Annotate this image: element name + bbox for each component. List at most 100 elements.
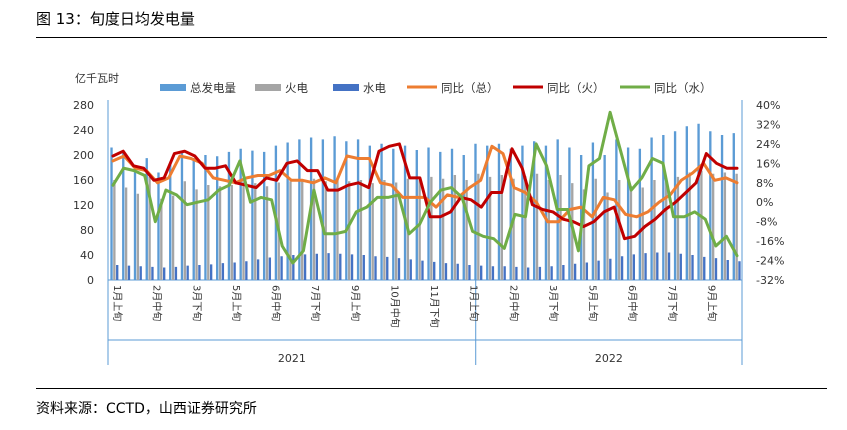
bar-total	[321, 139, 325, 281]
bar-total	[216, 156, 219, 280]
bar-thermal	[711, 173, 715, 280]
x-category-label: 2月中旬	[507, 285, 520, 321]
title-rule	[36, 37, 827, 38]
x-category-label: 5月上旬	[587, 285, 600, 321]
bar-thermal	[171, 195, 175, 281]
bar-total	[380, 143, 383, 280]
y-tick-label: 80	[80, 224, 94, 237]
bar-hydro	[280, 256, 283, 280]
legend-swatch	[255, 84, 281, 91]
bar-thermal	[418, 180, 421, 280]
bar-thermal	[700, 170, 703, 281]
bar-hydro	[209, 264, 213, 281]
bar-hydro	[691, 255, 694, 280]
bar-thermal	[113, 180, 116, 280]
bar-hydro	[397, 258, 401, 281]
bar-hydro	[703, 256, 706, 281]
bar-thermal	[336, 180, 339, 280]
bar-hydro	[597, 260, 600, 281]
bar-total	[697, 123, 700, 280]
bar-total	[345, 141, 348, 280]
bar-thermal	[559, 175, 562, 280]
legend-label: 火电	[285, 81, 308, 95]
x-category-label: 9月上旬	[349, 285, 362, 321]
y2-tick-label: 0%	[756, 196, 773, 209]
bar-hydro	[726, 260, 729, 280]
bar-total	[133, 168, 137, 280]
bar-total	[709, 131, 712, 280]
bar-total	[415, 150, 418, 280]
bar-hydro	[480, 265, 483, 281]
bar-thermal	[488, 176, 492, 281]
bar-thermal	[160, 198, 163, 280]
bar-thermal	[242, 181, 245, 280]
bar-thermal	[301, 180, 304, 280]
bar-total	[603, 155, 606, 280]
bar-thermal	[183, 181, 186, 280]
line-yoy-hydro	[111, 110, 739, 265]
bar-thermal	[618, 180, 621, 280]
bar-thermal	[312, 178, 316, 280]
legend-swatch	[333, 84, 359, 91]
bar-total	[486, 145, 489, 281]
bar-thermal	[723, 172, 727, 280]
bar-thermal	[606, 192, 609, 280]
bar-total	[673, 131, 677, 280]
bar-total	[110, 147, 113, 280]
bar-hydro	[139, 266, 142, 280]
y-tick-label: 160	[73, 174, 94, 187]
bar-thermal	[653, 180, 656, 280]
x-category-label: 9月上旬	[705, 285, 718, 321]
bar-thermal	[254, 183, 257, 281]
bar-total	[533, 141, 536, 280]
bar-total	[368, 145, 371, 281]
bar-hydro	[538, 266, 542, 281]
line-series-group	[111, 110, 739, 265]
bar-thermal	[547, 180, 550, 280]
bar-thermal	[582, 189, 586, 281]
bar-thermal	[535, 173, 539, 280]
bar-thermal	[136, 193, 140, 280]
bar-hydro	[350, 254, 354, 281]
bar-hydro	[127, 265, 131, 281]
y-tick-label: 40	[80, 249, 94, 262]
bar-hydro	[116, 265, 119, 280]
bar-total	[662, 135, 665, 280]
bar-hydro	[526, 267, 530, 280]
bar-hydro	[714, 258, 718, 281]
bar-thermal	[453, 175, 457, 280]
y-tick-label: 280	[73, 99, 94, 112]
bar-thermal	[265, 186, 269, 280]
bar-hydro	[444, 263, 448, 281]
x-category-label: 3月下旬	[547, 285, 560, 321]
bar-thermal	[735, 173, 738, 280]
bar-thermal	[477, 173, 480, 280]
bar-hydro	[163, 267, 166, 280]
bar-hydro	[644, 253, 647, 281]
bar-thermal	[524, 176, 527, 280]
bar-hydro	[409, 259, 412, 281]
bar-hydro	[303, 254, 307, 281]
legend-label: 同比（总）	[441, 81, 499, 95]
y2-tick-label: 8%	[756, 177, 773, 190]
bar-total	[392, 148, 395, 280]
bar-total	[262, 151, 266, 281]
x-category-label: 6月中旬	[626, 285, 639, 321]
bar-hydro	[268, 257, 272, 280]
bar-total	[450, 148, 454, 280]
bar-hydro	[315, 253, 318, 280]
legend: 总发电量 火电 水电 同比（总） 同比（火） 同比（水）	[160, 81, 712, 95]
bar-total	[333, 136, 336, 280]
bar-thermal	[359, 180, 363, 280]
bar-total	[462, 155, 465, 280]
bar-thermal	[394, 182, 398, 280]
legend-label: 水电	[363, 81, 386, 95]
x-category-label: 2月中旬	[151, 285, 164, 321]
bar-hydro	[573, 263, 577, 280]
bar-thermal	[512, 178, 515, 280]
bar-total	[145, 158, 148, 281]
year-label: 2022	[595, 352, 623, 365]
bar-total	[497, 143, 501, 280]
bar-total	[204, 155, 207, 280]
y-tick-label: 120	[73, 199, 94, 212]
